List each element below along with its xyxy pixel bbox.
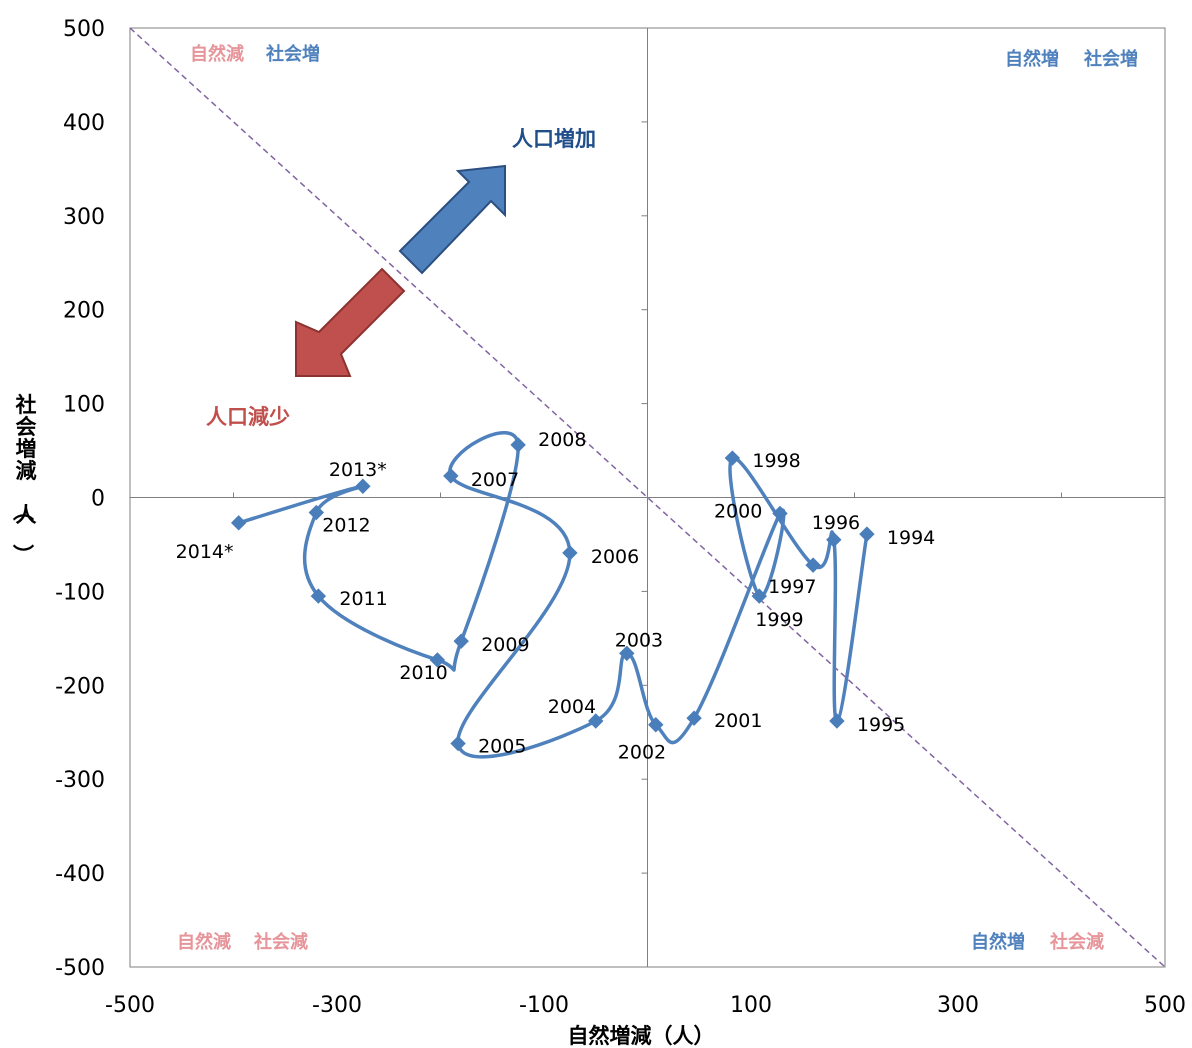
point-marker-1999 <box>751 588 767 604</box>
population-increase-arrow <box>398 164 506 275</box>
quadrant-tr-natural: 自然増 <box>1005 48 1059 70</box>
x-axis-title: 自然増減（人） <box>568 1024 715 1048</box>
point-marker-2003 <box>619 645 635 662</box>
population-decrease-label: 人口減少 <box>206 405 290 429</box>
y-axis-title: 社会増減（人） <box>11 393 37 565</box>
quadrant-tl-social: 社会増 <box>266 43 320 65</box>
point-label-2012: 2012 <box>322 515 370 537</box>
y-tick-label: -100 <box>55 580 105 605</box>
quadrant-br-natural: 自然増 <box>971 931 1025 953</box>
point-label-2001: 2001 <box>714 710 762 732</box>
x-tick-label: 300 <box>937 993 979 1018</box>
point-marker-2005 <box>450 735 466 752</box>
y-tick-label: 300 <box>63 205 105 230</box>
point-label-2007: 2007 <box>471 469 519 491</box>
point-marker-1995 <box>829 713 845 729</box>
point-label-2010: 2010 <box>399 662 447 684</box>
y-tick-label: 400 <box>63 111 105 136</box>
point-marker-2000 <box>772 505 788 522</box>
population-increase-label: 人口増加 <box>512 127 596 151</box>
point-marker-1998 <box>724 450 741 466</box>
point-label-1997: 1997 <box>768 576 816 598</box>
point-marker-2013 <box>355 478 371 494</box>
point-marker-2010 <box>429 652 446 668</box>
y-tick-label: 500 <box>63 17 105 42</box>
x-tick-label: -100 <box>519 993 569 1018</box>
quadrant-tr-social: 社会増 <box>1084 48 1138 70</box>
point-label-2008: 2008 <box>538 429 586 451</box>
point-label-2011: 2011 <box>339 588 387 610</box>
y-tick-label: 100 <box>63 393 105 418</box>
quadrant-br-social: 社会減 <box>1050 931 1104 953</box>
series-markers <box>230 437 875 752</box>
point-marker-2004 <box>588 713 604 729</box>
x-tick-label: 500 <box>1144 993 1186 1018</box>
x-tick-label: -500 <box>105 993 155 1018</box>
population-decrease-arrow <box>295 267 406 377</box>
point-label-1998: 1998 <box>752 450 800 472</box>
diagonal-line <box>129 27 1166 968</box>
point-marker-1997 <box>805 557 821 573</box>
y-tick-label: 0 <box>91 487 105 512</box>
x-tick-label: 100 <box>730 993 772 1018</box>
point-label-2005: 2005 <box>478 736 526 758</box>
point-marker-2001 <box>686 710 702 726</box>
point-label-2006: 2006 <box>591 546 639 568</box>
y-tick-label: -500 <box>55 956 105 981</box>
point-label-2003: 2003 <box>615 629 663 651</box>
x-tick-label: -300 <box>312 993 362 1018</box>
point-label-1995: 1995 <box>857 714 905 736</box>
point-label-1996: 1996 <box>812 512 860 534</box>
x-tick-labels: -500 -300 -100 100 300 500 <box>105 993 1186 1018</box>
point-marker-2006 <box>562 545 578 561</box>
y-tick-label: 200 <box>63 299 105 324</box>
axes <box>130 28 1165 967</box>
quadrant-tl-natural: 自然減 <box>190 43 244 65</box>
point-label-2013: 2013* <box>329 459 387 481</box>
point-marker-2011 <box>310 588 327 604</box>
point-label-1999: 1999 <box>755 609 803 631</box>
point-marker-2007 <box>443 468 459 484</box>
point-label-2014: 2014* <box>176 541 234 563</box>
point-marker-2012 <box>308 504 325 521</box>
reference-diagonal <box>129 27 1166 968</box>
point-labels: 1994 1995 1996 1997 1998 1999 2000 2001 2002 2003… <box>176 429 936 764</box>
point-label-2004: 2004 <box>548 696 596 718</box>
point-marker-1994 <box>859 526 875 542</box>
point-marker-2009 <box>453 633 469 649</box>
point-marker-2002 <box>648 717 664 733</box>
point-label-2009: 2009 <box>481 634 529 656</box>
y-tick-label: -400 <box>55 862 105 887</box>
point-label-2000: 2000 <box>714 500 762 522</box>
point-marker-2008 <box>510 437 526 453</box>
point-label-1994: 1994 <box>887 527 935 549</box>
point-marker-2014 <box>230 515 247 531</box>
point-label-2002: 2002 <box>618 742 666 764</box>
y-tick-label: -200 <box>55 674 105 699</box>
quadrant-bl-natural: 自然減 <box>177 931 231 953</box>
y-tick-labels: 500 400 300 200 100 0 -100 -200 -300 -400 -500 <box>55 17 105 981</box>
y-tick-label: -300 <box>55 768 105 793</box>
quadrant-bl-social: 社会減 <box>254 931 308 953</box>
point-marker-1996 <box>826 532 842 548</box>
